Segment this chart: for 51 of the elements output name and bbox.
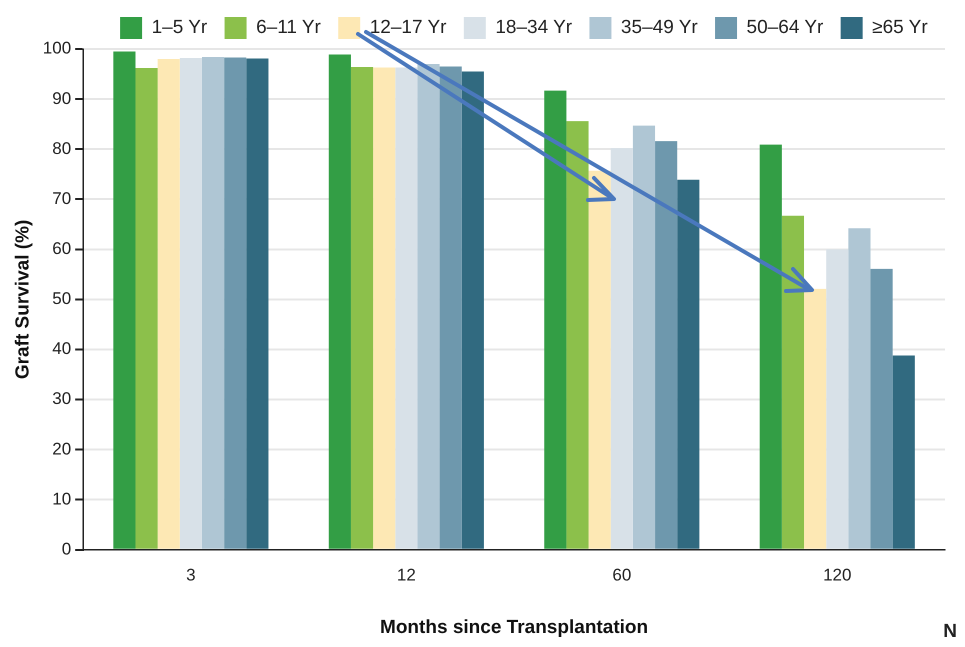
bar [246, 58, 268, 549]
y-tick-label: 10 [52, 489, 72, 508]
legend-label: 1–5 Yr [152, 17, 208, 38]
y-tick-label: 60 [52, 239, 72, 258]
y-tick-label: 80 [52, 138, 72, 158]
legend-label: 35–49 Yr [620, 17, 698, 38]
bar [826, 249, 848, 549]
y-tick-label: 30 [52, 389, 72, 408]
bar [655, 141, 678, 549]
y-tick-label: 70 [52, 188, 72, 208]
y-tick-label: 100 [42, 38, 72, 58]
x-axis-title: Months since Transplantation [380, 616, 648, 638]
y-tick-label: 90 [52, 88, 72, 108]
bar [610, 148, 633, 549]
bar [395, 68, 418, 549]
bar [135, 68, 158, 549]
bar [417, 64, 440, 549]
bar [202, 57, 224, 549]
bar [566, 121, 589, 549]
legend-label: 50–64 Yr [746, 17, 824, 38]
x-tick-label: 60 [612, 566, 632, 585]
y-tick-label: 40 [52, 339, 72, 358]
bar [180, 58, 202, 549]
bar [892, 355, 915, 549]
bar [224, 58, 246, 549]
x-tick-label: 12 [396, 566, 416, 585]
bar [760, 144, 782, 549]
text: N [943, 621, 957, 643]
bar [113, 52, 136, 549]
bar [804, 288, 826, 549]
y-axis-title: Graft Survival (%) [12, 220, 34, 380]
legend-label: 6–11 Yr [256, 17, 322, 38]
y-tick-label: 0 [62, 539, 72, 558]
bar [870, 268, 893, 549]
legend-label: 18–34 Yr [495, 17, 573, 38]
bar [350, 67, 374, 549]
y-tick-label: 20 [52, 439, 72, 458]
bar [462, 72, 484, 549]
bar [677, 180, 700, 549]
legend-label: 12–17 Yr [370, 17, 448, 38]
bar [158, 59, 180, 549]
x-tick-label: 120 [823, 566, 852, 585]
y-tick-label: 50 [52, 289, 72, 308]
bar [328, 54, 351, 549]
bar [440, 66, 462, 549]
bar [632, 126, 656, 549]
legend-label: ≥65 Yr [872, 17, 928, 38]
bar [544, 90, 566, 549]
x-tick-label: 3 [186, 566, 196, 585]
bar [373, 68, 396, 549]
bar [848, 228, 871, 549]
